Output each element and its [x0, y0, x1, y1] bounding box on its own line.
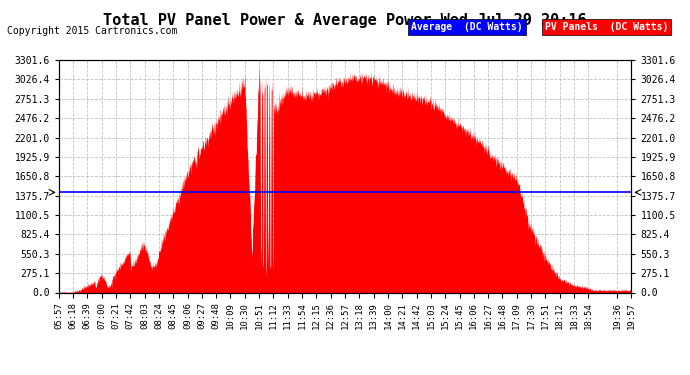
Text: Total PV Panel Power & Average Power Wed Jul 29 20:16: Total PV Panel Power & Average Power Wed…: [104, 13, 586, 28]
Text: Copyright 2015 Cartronics.com: Copyright 2015 Cartronics.com: [7, 26, 177, 36]
Text: Average  (DC Watts): Average (DC Watts): [411, 22, 523, 32]
Text: PV Panels  (DC Watts): PV Panels (DC Watts): [545, 22, 669, 32]
